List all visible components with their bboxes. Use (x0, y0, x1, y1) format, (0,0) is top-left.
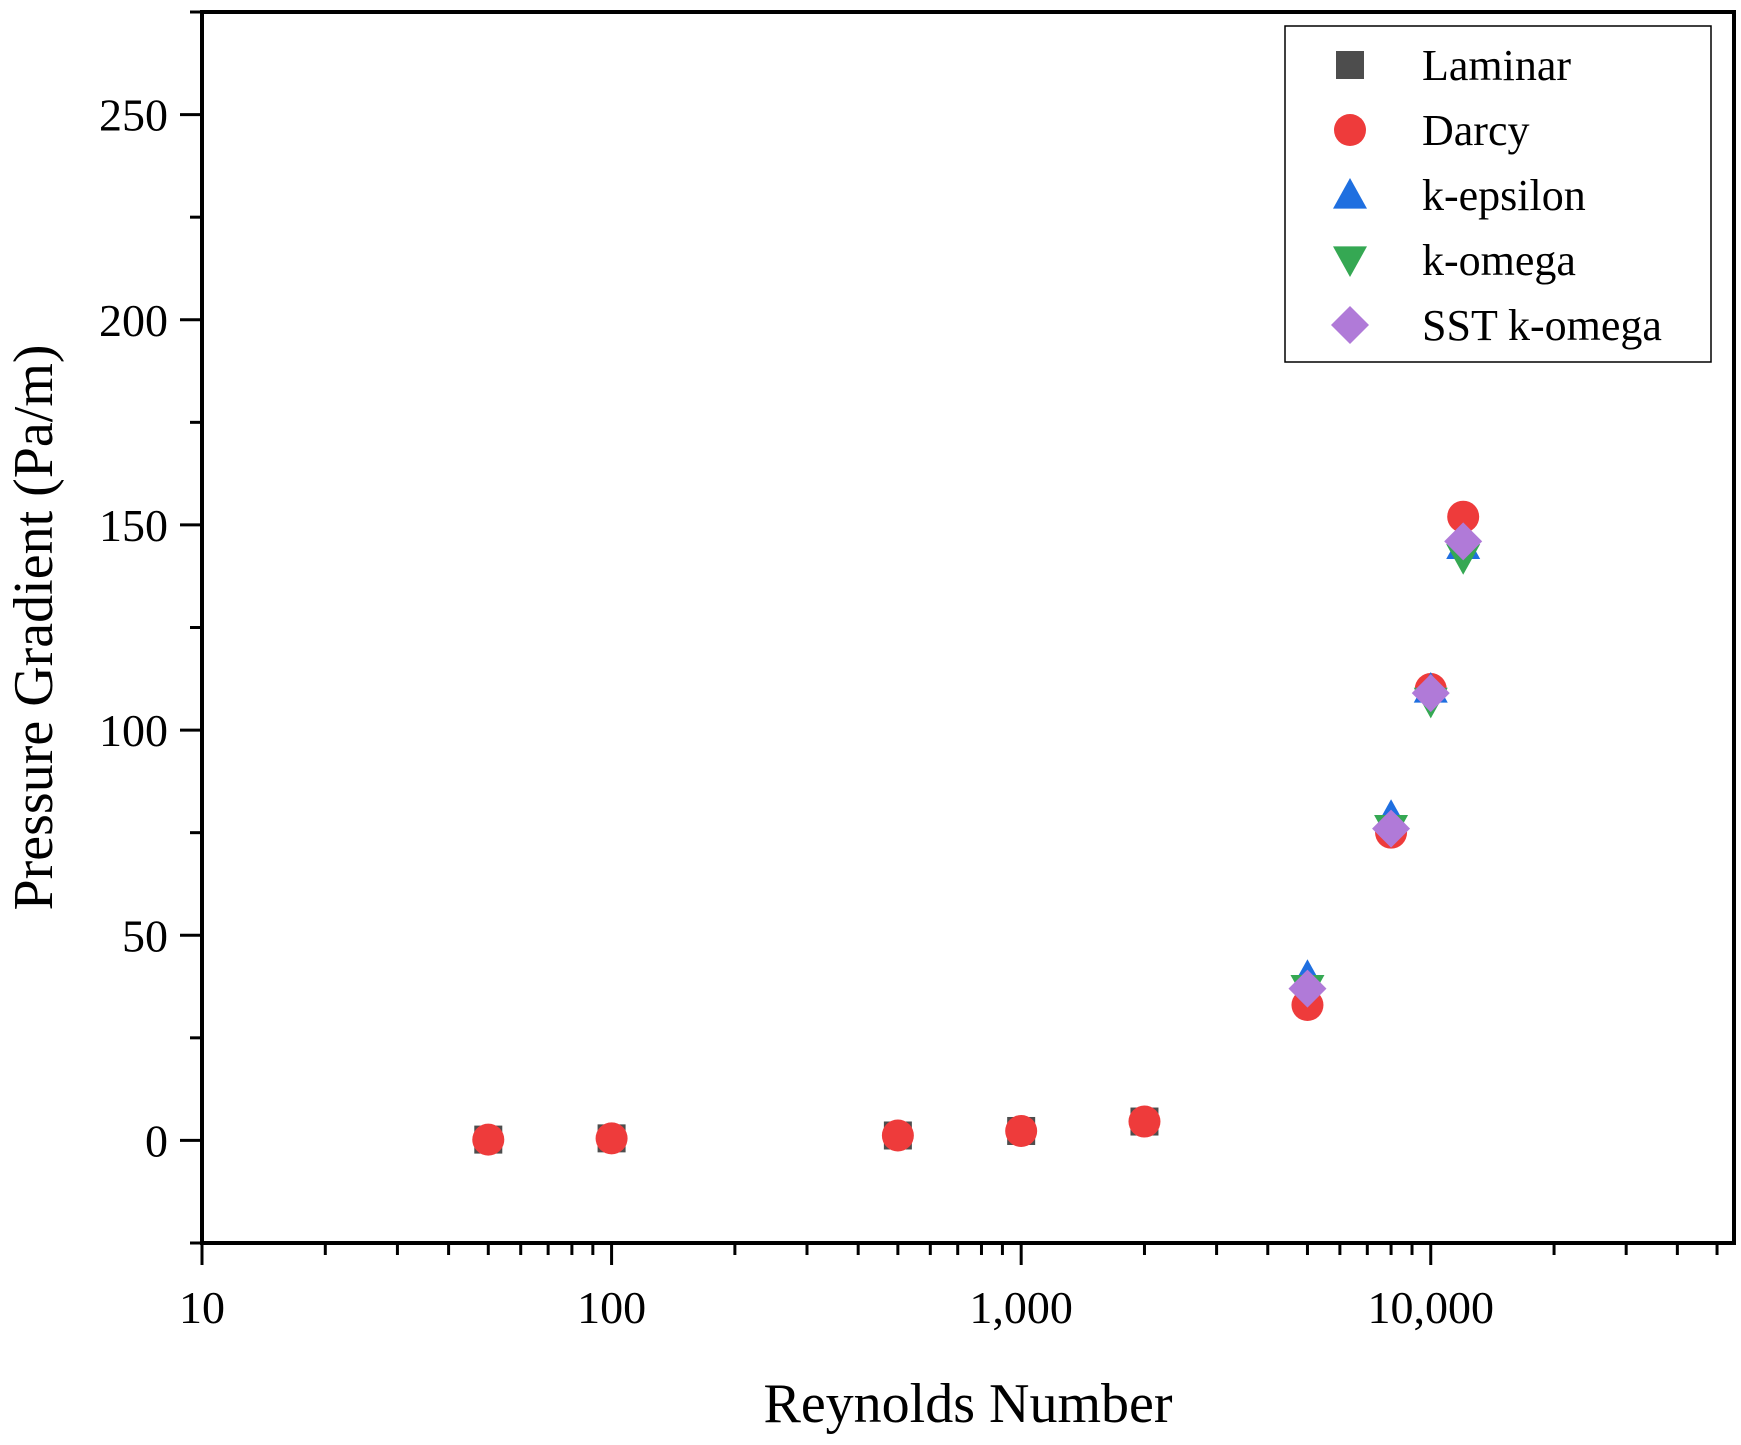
data-point (1128, 1105, 1161, 1138)
y-tick-label: 0 (145, 1115, 168, 1166)
y-axis-ticks: 0 50 100 150 200 250 (99, 10, 202, 1245)
data-point (1447, 500, 1480, 533)
data-point (1411, 674, 1450, 713)
y-tick-label: 250 (99, 90, 168, 141)
x-tick-label: 100 (577, 1282, 646, 1333)
legend-marker (1333, 246, 1367, 277)
legend-item: k-epsilon (1333, 171, 1586, 220)
data-point (1444, 522, 1483, 561)
y-tick-label: 200 (99, 295, 168, 346)
x-tick-label: 10 (179, 1282, 225, 1333)
legend-marker (1334, 114, 1366, 146)
legend: Laminar Darcy k-epsilon k-omega SST k-omega (1284, 25, 1712, 363)
x-axis-label: Reynolds Number (763, 1373, 1172, 1435)
legend-label: SST k-omega (1422, 301, 1662, 350)
legend-marker (1331, 306, 1369, 344)
y-tick-label: 150 (99, 500, 168, 551)
legend-item: Darcy (1334, 106, 1530, 155)
x-tick-label: 1,000 (969, 1282, 1073, 1333)
data-point (472, 1123, 505, 1156)
legend-marker (1333, 178, 1367, 209)
data-point (881, 1119, 914, 1152)
legend-item: k-omega (1333, 236, 1576, 285)
y-axis-label: Pressure Gradient (Pa/m) (3, 344, 65, 910)
y-tick-label: 50 (122, 910, 168, 961)
data-point (595, 1122, 628, 1155)
legend-item: SST k-omega (1331, 301, 1662, 350)
series-sst-k-omega (1288, 522, 1483, 1008)
legend-label: Laminar (1422, 41, 1571, 90)
data-point (1288, 969, 1327, 1008)
legend-label: k-omega (1422, 236, 1576, 285)
legend-marker (1336, 51, 1364, 79)
data-points (472, 500, 1483, 1156)
x-tick-label: 10,000 (1368, 1282, 1495, 1333)
series-darcy (472, 500, 1480, 1156)
legend-label: Darcy (1422, 106, 1530, 155)
series-laminar (474, 1107, 1159, 1154)
x-axis-ticks: 10 100 1,000 10,000 (179, 1243, 1719, 1333)
y-tick-label: 100 (99, 705, 168, 756)
legend-label: k-epsilon (1422, 171, 1586, 220)
series-k-epsilon (1290, 528, 1481, 990)
data-point (1005, 1114, 1038, 1147)
data-point (1372, 809, 1411, 848)
series-k-omega (1290, 544, 1481, 1006)
legend-item: Laminar (1336, 41, 1571, 90)
